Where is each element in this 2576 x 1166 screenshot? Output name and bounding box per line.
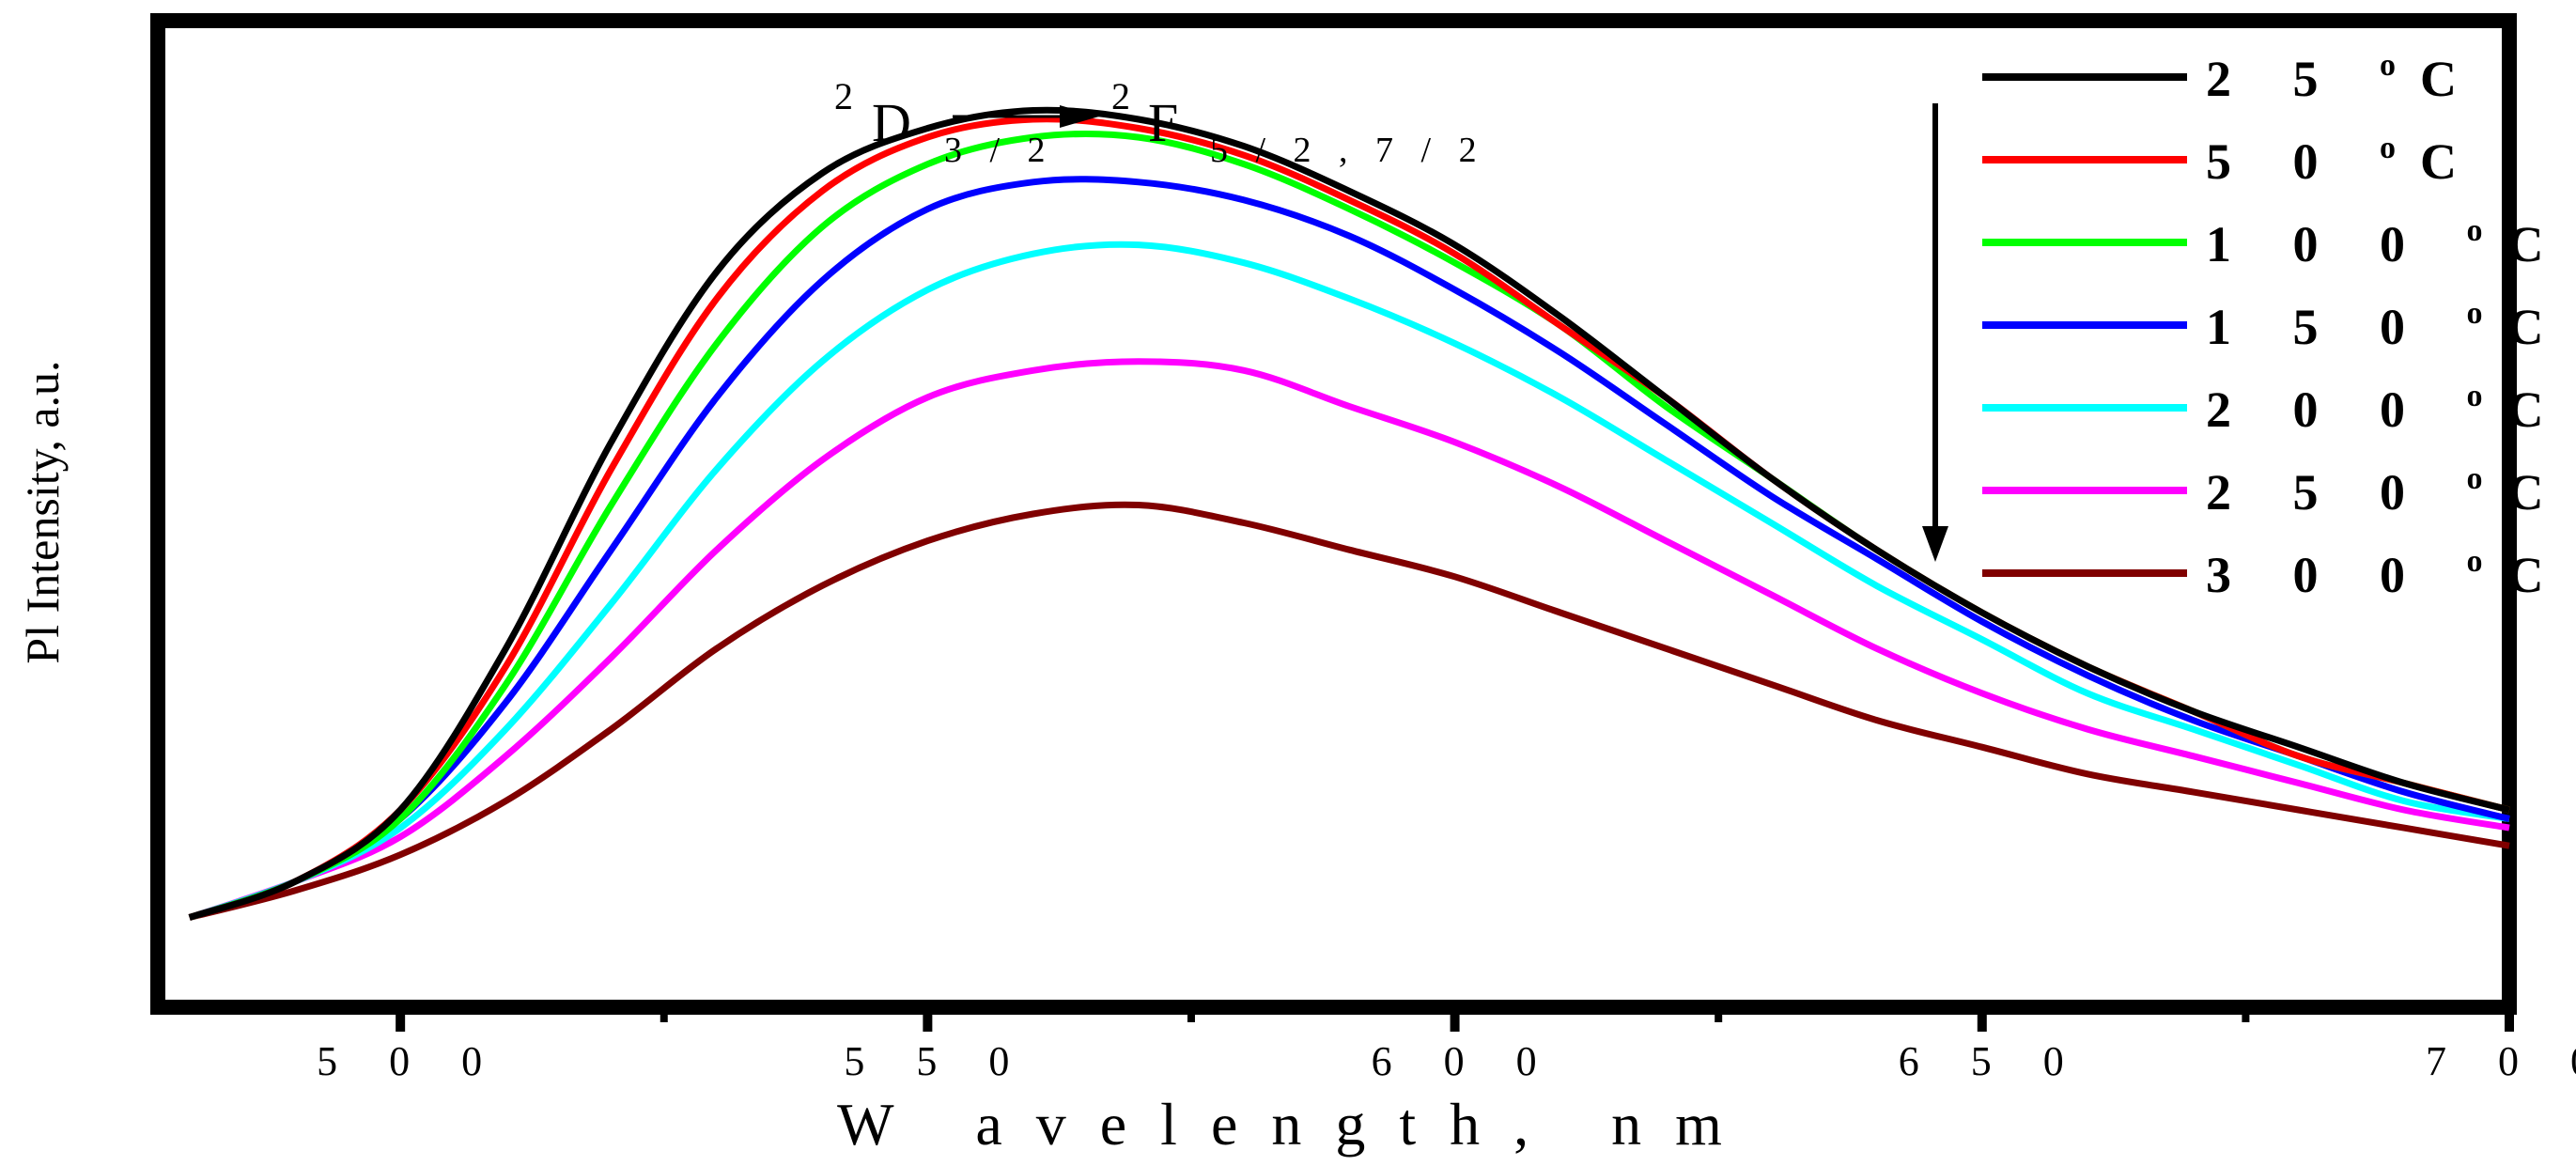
annotation-final-sub: 5 / 2 , 7 / 2 [1210, 131, 1486, 170]
legend-label: 2 5 0 oC [2206, 461, 2568, 521]
legend-label: 5 0 oC [2206, 131, 2481, 190]
transition-arrowhead [1060, 105, 1099, 128]
series-line-300c [188, 501, 2510, 921]
series-line-250c [188, 358, 2510, 921]
y-axis-label: Pl Intensity, a.u. [16, 360, 69, 663]
series-line-200c [188, 241, 2510, 921]
legend: 2 5 oC 5 0 oC 1 0 0 oC 1 5 0 oC 2 0 0 oC 2 5 … [1982, 48, 2568, 603]
annotation-final-sup: 2 [1111, 75, 1130, 117]
x-tick-label: 6 5 0 [1899, 1038, 2085, 1084]
legend-label: 1 0 0 oC [2206, 213, 2568, 272]
temperature-trend-arrow [1922, 103, 1948, 562]
series-line-100c [188, 131, 2510, 921]
annotation-initial-sub: 3 / 2 [944, 131, 1055, 170]
annotation-final-term: F [1148, 92, 1178, 153]
series-line-25c [188, 106, 2510, 921]
legend-label: 2 5 oC [2206, 48, 2481, 107]
x-tick-label: 6 0 0 [1372, 1038, 1558, 1084]
x-tick-label: 5 0 0 [317, 1038, 503, 1084]
plot-frame [150, 13, 2517, 1015]
x-axis-label: W avelength, nm [837, 1091, 1756, 1158]
legend-label: 3 0 0 oC [2206, 544, 2568, 603]
x-tick-label: 7 0 0 [2426, 1038, 2576, 1084]
x-tick-layer: 5 0 0 5 5 0 6 0 0 6 5 0 7 0 0 [317, 1007, 2576, 1084]
series-line-150c [188, 176, 2510, 921]
series-layer [188, 106, 2510, 921]
x-tick-label: 5 5 0 [844, 1038, 1030, 1084]
annotation-initial-term: D [872, 92, 911, 153]
annotation-initial-sup: 2 [834, 75, 853, 117]
legend-label: 1 5 0 oC [2206, 296, 2568, 355]
legend-label: 2 0 0 oC [2206, 379, 2568, 438]
transition-annotation: 2 D 3 / 2 2 F 5 / 2 , 7 / 2 [834, 75, 1486, 170]
